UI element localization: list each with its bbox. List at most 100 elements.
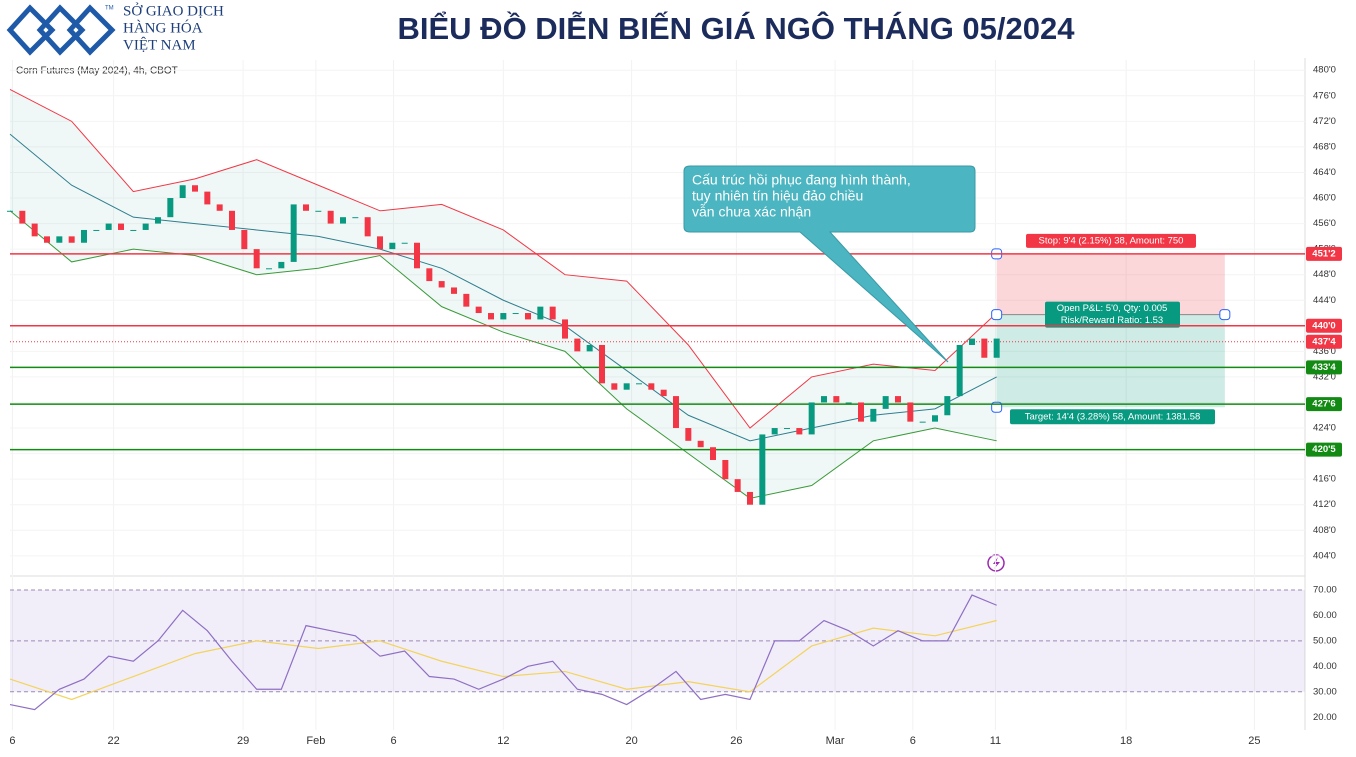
- candle: [759, 434, 766, 505]
- y-tick-label: 436'0: [1313, 346, 1336, 357]
- candle: [562, 319, 568, 339]
- logo-text: VIỆT NAM: [123, 36, 196, 53]
- y-tick-label: 456'0: [1313, 218, 1336, 229]
- candle: [956, 344, 963, 397]
- candle: [377, 236, 383, 250]
- rsi-tick-label: 50.00: [1313, 635, 1337, 646]
- candle: [611, 383, 618, 390]
- level-label: 433'4: [1312, 362, 1336, 373]
- candle: [475, 306, 482, 314]
- candle: [167, 198, 174, 218]
- candle: [525, 313, 531, 320]
- alert-icon: [993, 557, 1000, 569]
- band-fill: [10, 89, 997, 499]
- candle: [31, 223, 38, 237]
- candle: [118, 223, 124, 230]
- level-label: 440'0: [1312, 320, 1335, 331]
- candle: [500, 313, 507, 320]
- x-tick-label: Feb: [306, 735, 325, 747]
- level-tag: [1306, 442, 1342, 457]
- candle: [623, 383, 630, 390]
- level-label: 420'5: [1312, 444, 1336, 455]
- candle: [895, 396, 901, 403]
- y-tick-label: 408'0: [1313, 525, 1336, 536]
- x-tick-label: 12: [497, 735, 509, 747]
- handle: [991, 309, 1003, 321]
- candle: [919, 421, 926, 423]
- candle: [932, 415, 938, 422]
- candle: [105, 223, 112, 230]
- candle: [697, 440, 704, 448]
- candle: [808, 402, 815, 435]
- y-tick-label: 468'0: [1313, 141, 1336, 152]
- y-tick-label: 412'0: [1313, 499, 1336, 510]
- candle: [710, 447, 716, 460]
- rsi-tick-label: 20.00: [1313, 712, 1337, 723]
- candle: [969, 338, 975, 345]
- candle: [68, 236, 75, 243]
- annotation-text: vẫn chưa xác nhận: [692, 204, 811, 220]
- candle: [747, 491, 753, 505]
- x-tick-label: 22: [107, 735, 119, 747]
- logo-text: SỞ GIAO DỊCH: [123, 2, 224, 19]
- x-tick-label: 26: [730, 735, 742, 747]
- pnl-label: Open P&L: 5'0, Qty: 0.005: [1057, 303, 1168, 314]
- candle: [179, 185, 186, 199]
- level-tag: [1306, 246, 1342, 261]
- y-tick-label: 472'0: [1313, 116, 1336, 127]
- rsi-tick-label: 60.00: [1313, 610, 1337, 621]
- candle: [389, 242, 396, 250]
- candle: [771, 428, 778, 435]
- candle: [463, 293, 470, 307]
- rr-label: Risk/Reward Ratio: 1.53: [1061, 315, 1163, 326]
- candle: [660, 389, 667, 397]
- candle: [266, 268, 272, 270]
- candle: [340, 217, 346, 224]
- y-tick-label: 460'0: [1313, 193, 1336, 204]
- price-tag: [1306, 334, 1342, 349]
- rsi-tick-label: 30.00: [1313, 686, 1337, 697]
- candle: [303, 204, 309, 211]
- pnl-box: [1045, 301, 1180, 328]
- candle: [278, 261, 285, 269]
- x-tick-label: 25: [1248, 735, 1260, 747]
- x-tick-label: 6: [910, 735, 916, 747]
- candle: [56, 236, 63, 243]
- candle: [438, 281, 445, 288]
- candle: [821, 396, 827, 403]
- candle: [204, 191, 211, 205]
- level-label: 427'6: [1312, 399, 1335, 410]
- candle: [673, 396, 679, 429]
- candle: [722, 459, 729, 480]
- stop-label: Stop: 9'4 (2.15%) 38, Amount: 750: [1039, 235, 1184, 246]
- candle: [599, 344, 605, 384]
- candle: [648, 383, 655, 390]
- candle: [734, 479, 741, 492]
- rsi-tick-label: 40.00: [1313, 661, 1337, 672]
- y-tick-label: 416'0: [1313, 474, 1336, 485]
- annotation-text: tuy nhiên tín hiệu đảo chiều: [692, 188, 863, 204]
- x-tick-label: 11: [990, 735, 1001, 747]
- target-label: Target: 14'4 (3.28%) 58, Amount: 1381.58: [1025, 411, 1201, 422]
- candle: [845, 402, 852, 404]
- candle: [907, 402, 914, 422]
- candle: [241, 229, 248, 250]
- candle: [882, 396, 889, 409]
- x-tick-label: 20: [625, 735, 637, 747]
- annotation-text: Cấu trúc hồi phục đang hình thành,: [692, 172, 911, 188]
- candle: [364, 217, 371, 237]
- candle: [130, 229, 137, 231]
- target-zone: [996, 314, 1225, 408]
- callout: [683, 165, 976, 363]
- candle: [229, 210, 235, 230]
- candle: [192, 185, 198, 192]
- rsi-tick-label: 70.00: [1313, 584, 1337, 595]
- alert-icon: [987, 554, 1005, 572]
- candle: [944, 396, 951, 416]
- candle: [451, 287, 457, 294]
- y-tick-label: 404'0: [1313, 550, 1336, 561]
- price-label: 437'4: [1312, 336, 1336, 347]
- logo-text: HÀNG HÓA: [123, 19, 203, 36]
